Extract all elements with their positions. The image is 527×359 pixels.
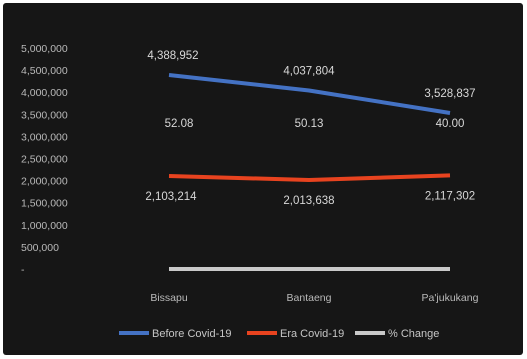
data-label-pct-change: 50.13 xyxy=(295,118,324,130)
y-tick-label: 2,500,000 xyxy=(21,154,68,166)
series-line-era-covid xyxy=(168,173,451,182)
y-tick-label: 3,500,000 xyxy=(21,109,68,121)
series-line-before-covid xyxy=(168,73,451,115)
y-tick-label: 1,000,000 xyxy=(21,220,68,232)
data-label-pct-change: 52.08 xyxy=(165,118,194,130)
legend: Before Covid-19 Era Covid-19 % Change xyxy=(119,328,439,340)
y-tick-label: - xyxy=(21,264,25,276)
x-tick-label: Bissapu xyxy=(150,292,188,304)
y-tick-label: 500,000 xyxy=(21,242,59,254)
series-lines xyxy=(168,73,451,271)
data-label-before-covid: 4,037,804 xyxy=(283,66,335,78)
y-tick-label: 5,000,000 xyxy=(21,43,68,55)
legend-label: % Change xyxy=(388,328,439,340)
data-label-pct-change: 40.00 xyxy=(436,118,465,130)
line-chart: 5,000,000 4,500,000 4,000,000 3,500,000 3,00… xyxy=(21,43,479,340)
y-tick-label: 4,000,000 xyxy=(21,87,68,99)
data-label-era-covid: 2,103,214 xyxy=(145,191,197,203)
data-label-era-covid: 2,013,638 xyxy=(283,195,334,207)
x-axis-ticks: Bissapu Bantaeng Pa'jukukang xyxy=(150,292,478,304)
y-axis-ticks: 5,000,000 4,500,000 4,000,000 3,500,000 3,00… xyxy=(21,43,68,276)
x-tick-label: Pa'jukukang xyxy=(422,292,479,304)
y-tick-label: 4,500,000 xyxy=(21,65,68,77)
legend-label: Era Covid-19 xyxy=(280,328,344,340)
data-labels: 4,388,952 4,037,804 3,528,837 2,103,214 2,01… xyxy=(145,50,475,207)
y-tick-label: 2,000,000 xyxy=(21,176,68,188)
y-tick-label: 1,500,000 xyxy=(21,198,68,210)
data-label-era-covid: 2,117,302 xyxy=(425,190,475,202)
legend-label: Before Covid-19 xyxy=(152,328,232,340)
x-tick-label: Bantaeng xyxy=(287,292,332,304)
chart-area: 5,000,000 4,500,000 4,000,000 3,500,000 3,00… xyxy=(3,3,523,355)
data-label-before-covid: 3,528,837 xyxy=(424,88,475,100)
y-tick-label: 3,000,000 xyxy=(21,131,68,143)
data-label-before-covid: 4,388,952 xyxy=(147,50,198,62)
